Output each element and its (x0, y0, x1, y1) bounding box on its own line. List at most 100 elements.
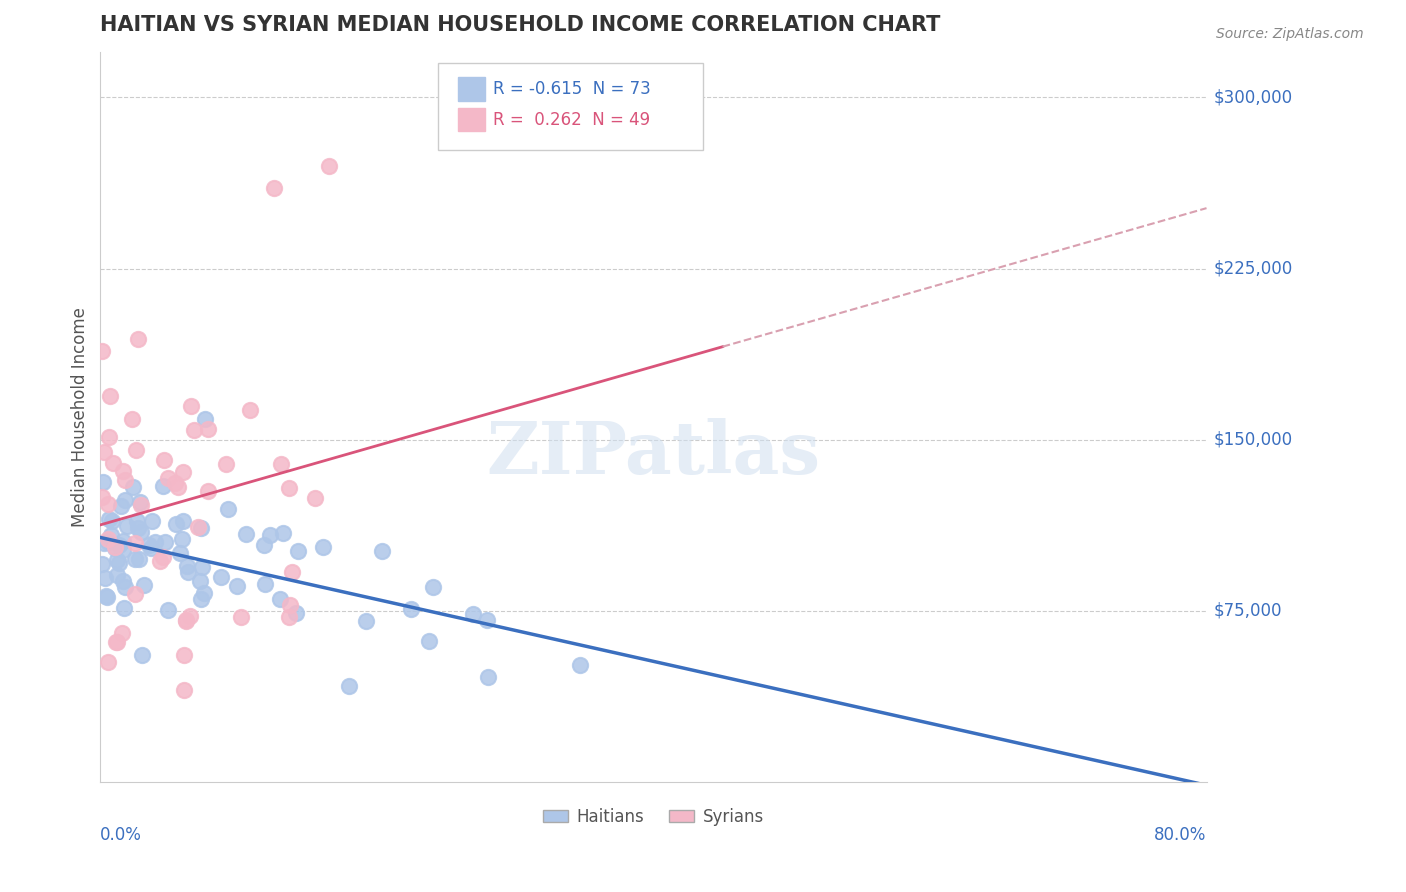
Point (115, 519, 138, 533)
Point (259, 528, 281, 542)
Point (138, 538, 160, 552)
Point (278, 609, 301, 624)
Point (191, 560, 214, 574)
Point (129, 524, 152, 539)
Point (399, 601, 422, 615)
Point (284, 607, 307, 621)
Point (104, 540, 127, 554)
Point (197, 422, 219, 436)
Point (149, 554, 172, 568)
Point (124, 552, 146, 566)
Point (114, 601, 136, 615)
Point (156, 471, 179, 485)
Point (90, 558, 112, 572)
Point (318, 159, 340, 173)
Point (568, 658, 591, 673)
Point (97, 512, 120, 526)
Point (97, 656, 120, 670)
Point (114, 473, 136, 487)
Point (187, 520, 209, 534)
Point (127, 521, 149, 535)
Point (111, 574, 134, 589)
Point (124, 586, 146, 600)
Point (108, 556, 131, 570)
Point (339, 679, 361, 693)
Point (111, 625, 134, 640)
Point (215, 458, 238, 472)
Text: $75,000: $75,000 (1213, 602, 1282, 620)
Point (105, 553, 128, 567)
Text: $225,000: $225,000 (1213, 260, 1292, 277)
Point (124, 536, 146, 550)
Point (129, 498, 152, 512)
Point (128, 551, 150, 566)
Point (254, 577, 277, 591)
Point (129, 494, 152, 508)
Point (176, 559, 198, 574)
Point (152, 550, 174, 565)
Text: HAITIAN VS SYRIAN MEDIAN HOUSEHOLD INCOME CORRELATION CHART: HAITIAN VS SYRIAN MEDIAN HOUSEHOLD INCOM… (100, 15, 941, 35)
Point (173, 648, 195, 662)
Point (278, 481, 301, 495)
Point (278, 598, 301, 612)
Point (93, 536, 115, 550)
Point (179, 608, 201, 623)
Point (173, 683, 195, 698)
Text: $150,000: $150,000 (1213, 431, 1292, 449)
Point (172, 466, 194, 480)
Point (280, 565, 302, 579)
Point (101, 456, 124, 470)
Legend: Haitians, Syrians: Haitians, Syrians (537, 801, 770, 832)
Point (475, 613, 498, 627)
Point (91, 475, 114, 490)
Point (169, 546, 191, 560)
Point (143, 535, 166, 549)
Text: R =  0.262  N = 49: R = 0.262 N = 49 (494, 111, 650, 128)
Point (253, 537, 276, 551)
Text: $300,000: $300,000 (1213, 88, 1292, 106)
Point (239, 403, 262, 417)
Point (463, 607, 485, 621)
Point (172, 514, 194, 528)
Point (170, 533, 193, 547)
Point (174, 613, 197, 627)
Point (271, 526, 294, 541)
Point (193, 586, 215, 600)
Text: 80.0%: 80.0% (1154, 826, 1206, 844)
Point (190, 521, 212, 535)
Point (194, 411, 217, 425)
Point (163, 475, 186, 490)
Point (98, 389, 121, 403)
Point (90, 490, 112, 504)
Point (477, 670, 499, 684)
Point (270, 458, 292, 472)
Point (153, 453, 176, 467)
Point (122, 480, 145, 494)
Point (188, 574, 211, 589)
Point (165, 516, 187, 531)
Point (176, 614, 198, 628)
Point (217, 502, 239, 516)
Point (418, 633, 440, 648)
Point (190, 592, 212, 607)
Point (96, 590, 118, 604)
Point (108, 538, 131, 552)
Point (183, 423, 205, 437)
Point (132, 578, 155, 592)
Point (197, 483, 219, 498)
Point (153, 534, 176, 549)
Point (93, 445, 115, 459)
Text: 0.0%: 0.0% (100, 826, 142, 844)
Y-axis label: Median Household Income: Median Household Income (72, 307, 89, 527)
Point (112, 464, 135, 478)
Point (114, 580, 136, 594)
Point (97, 535, 120, 549)
FancyBboxPatch shape (457, 78, 485, 101)
Point (231, 610, 253, 624)
Point (111, 533, 134, 548)
Point (287, 544, 309, 558)
Point (139, 541, 162, 555)
Point (209, 570, 232, 584)
Point (94, 589, 117, 603)
Text: R = -0.615  N = 73: R = -0.615 N = 73 (494, 80, 651, 98)
